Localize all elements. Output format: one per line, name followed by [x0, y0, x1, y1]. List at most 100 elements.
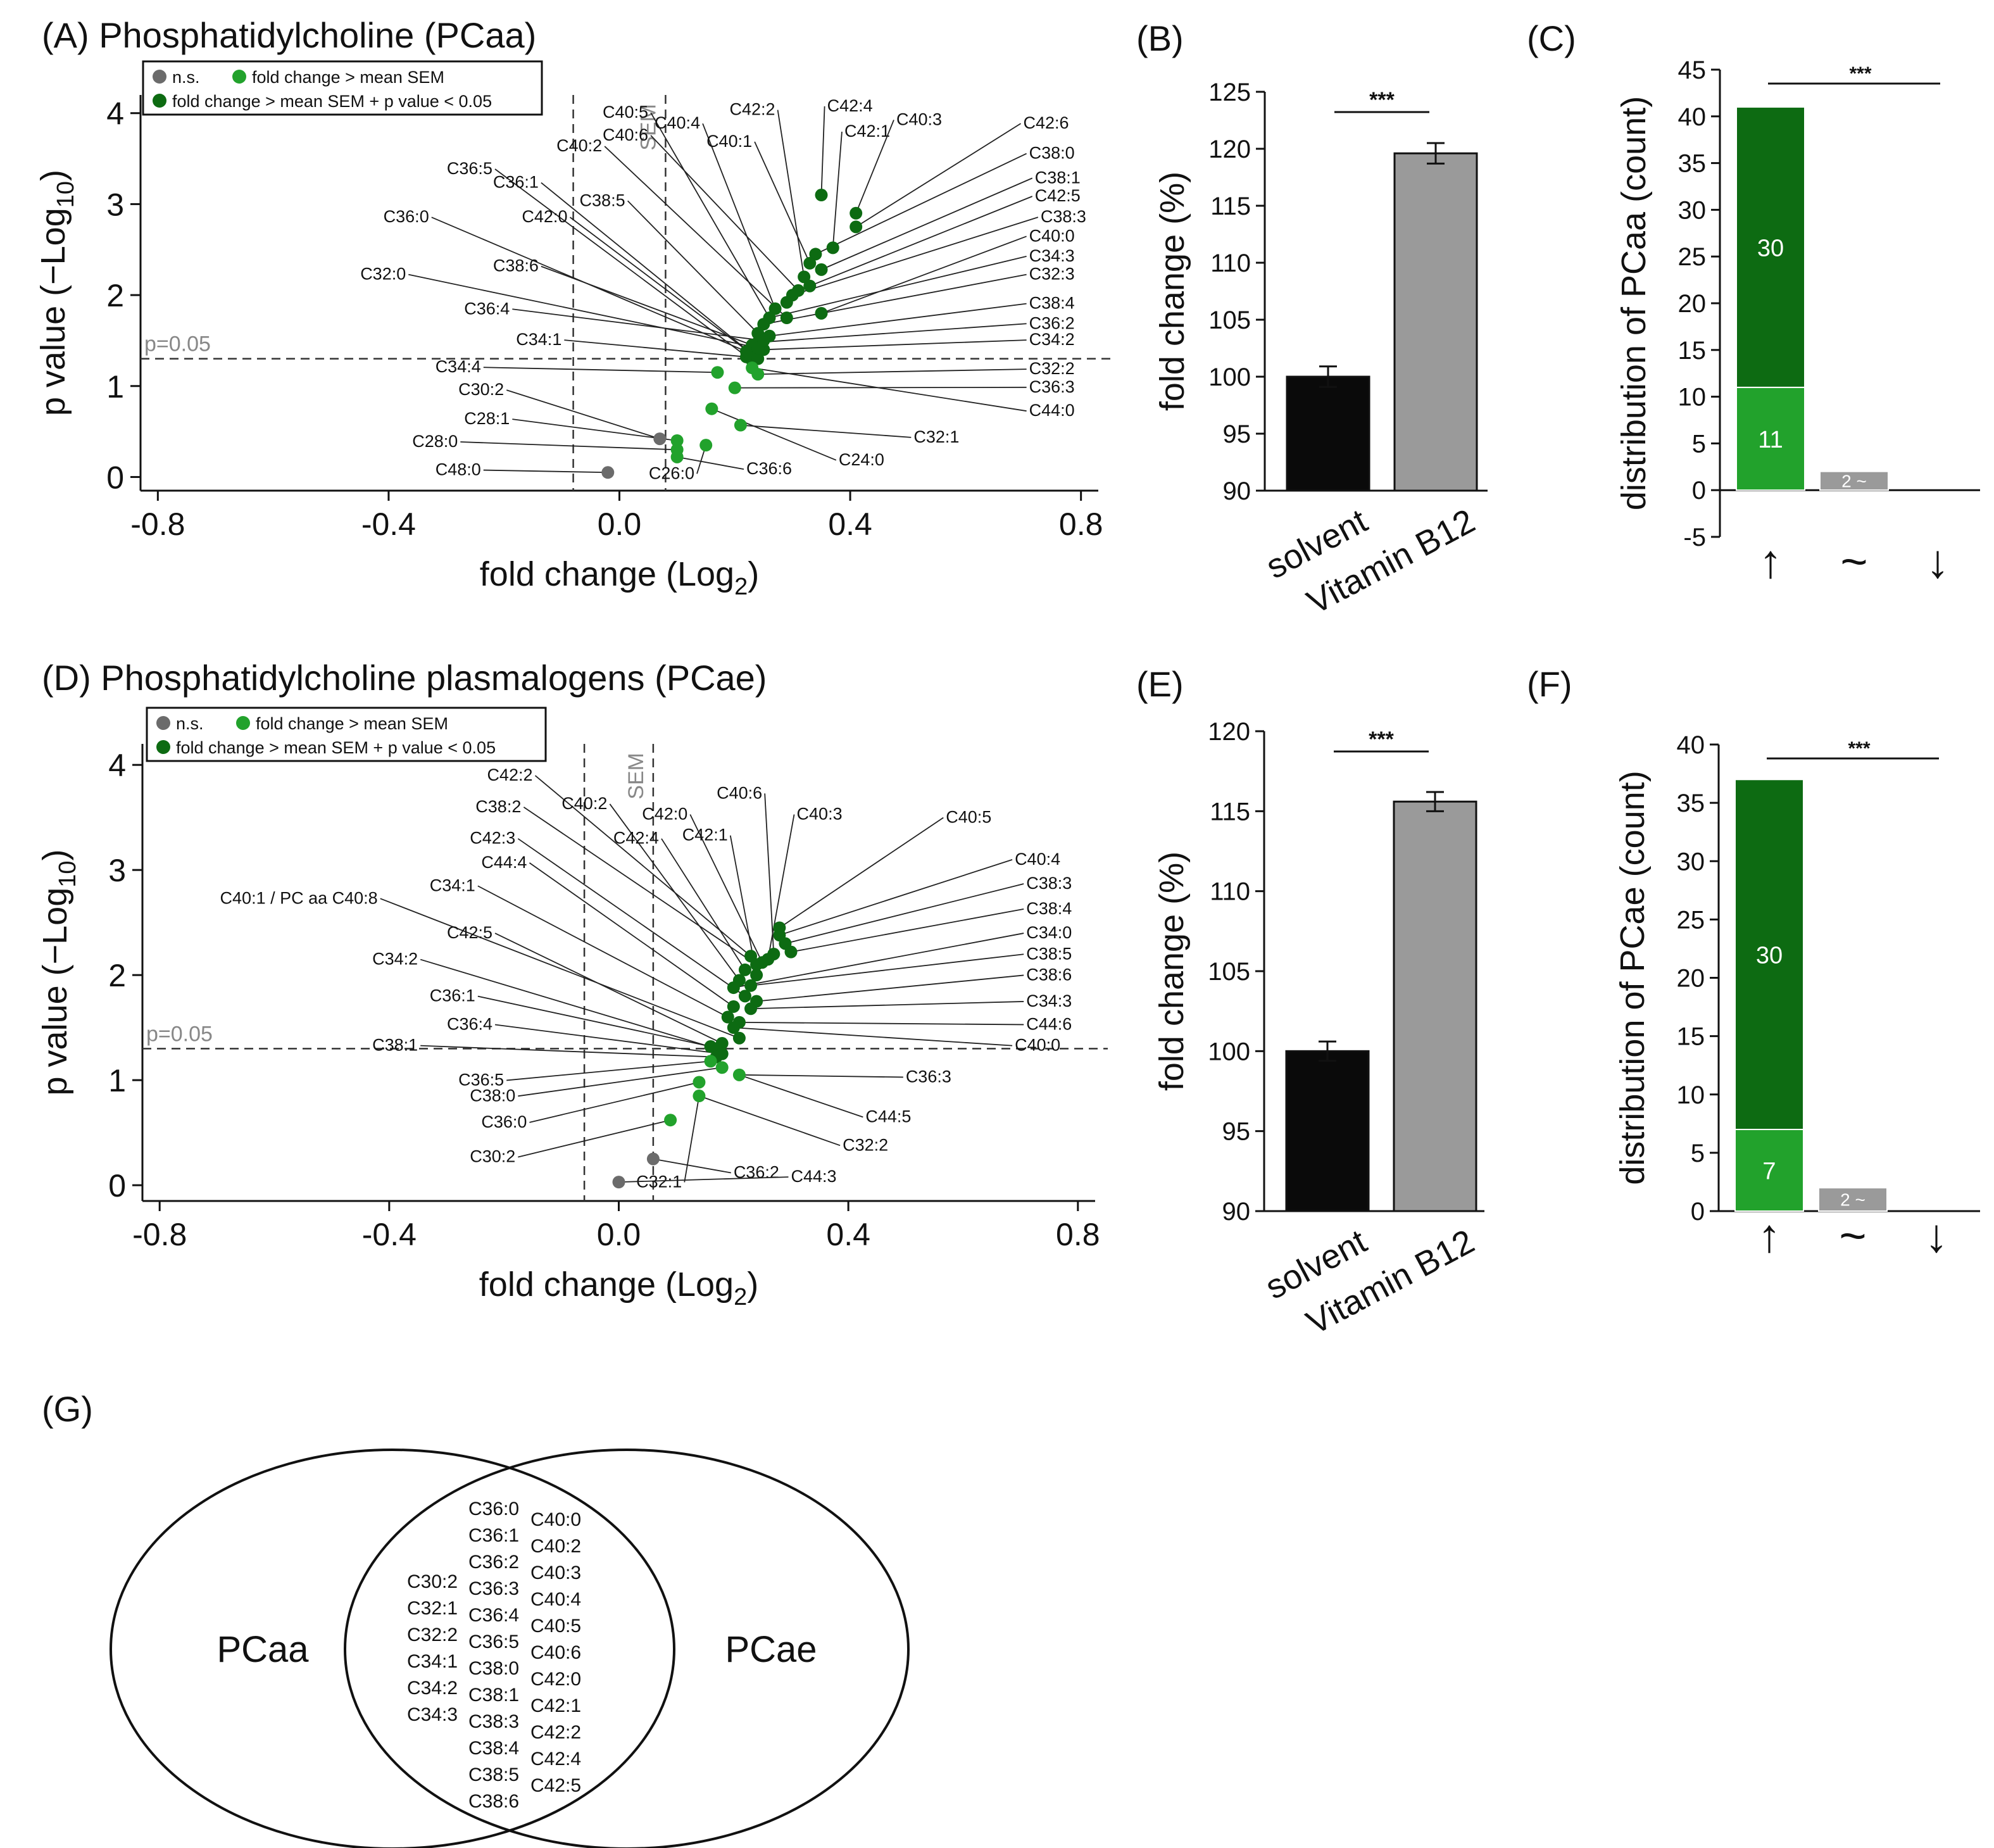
leader-line	[767, 814, 795, 960]
leader-line	[820, 106, 825, 196]
data-point	[809, 248, 822, 261]
leader-line	[699, 1095, 841, 1147]
bar-segment-label: 2 ~	[1840, 1190, 1865, 1210]
point-label: C40:6	[603, 125, 648, 144]
y-tick-label: 5	[1691, 1140, 1705, 1167]
data-point	[744, 979, 758, 992]
y-tick-label: 35	[1677, 789, 1705, 817]
y-axis-label: p value (−Log10)	[34, 170, 79, 416]
point-label: C34:3	[1029, 246, 1075, 265]
data-point	[738, 990, 751, 1003]
point-label: C36:3	[1029, 377, 1075, 396]
point-label: C44:4	[481, 853, 527, 872]
panel-title: (E)	[1136, 664, 1184, 704]
leader-line	[689, 814, 763, 963]
point-label: C40:1	[706, 132, 752, 151]
legend-light-label: fold change > mean SEM	[256, 714, 448, 733]
bar-segment	[1736, 106, 1805, 388]
data-point	[670, 450, 684, 463]
point-label: C38:1	[372, 1036, 418, 1055]
point-label: C40:5	[603, 103, 648, 122]
data-point	[727, 981, 740, 995]
legend-ns-label: n.s.	[176, 714, 204, 733]
data-point	[757, 318, 770, 331]
y-tick-label: 120	[1208, 718, 1250, 746]
venn-set-label: PCae	[725, 1629, 817, 1670]
leader-line	[779, 817, 944, 929]
y-tick-label: 40	[1677, 731, 1705, 759]
leader-line	[855, 120, 894, 214]
y-axis-label-end: )	[36, 849, 74, 860]
venn-circle-pcae	[344, 1449, 910, 1848]
venn-intersection-item: C32:2	[407, 1625, 458, 1645]
data-point	[699, 439, 713, 452]
point-label: C40:1 / PC aa C40:8	[220, 888, 378, 907]
venn-intersection-item: C38:5	[468, 1764, 519, 1785]
bar	[1393, 800, 1477, 1212]
venn-intersection-item: C36:3	[468, 1578, 519, 1599]
x-axis-label-end: )	[747, 1266, 758, 1304]
y-tick-label: -5	[1683, 524, 1706, 551]
venn-intersection-item: C42:5	[530, 1775, 581, 1796]
bar	[1393, 152, 1478, 492]
bar-segment-label: 30	[1757, 235, 1784, 261]
leader-line	[763, 273, 1027, 325]
point-label: C42:5	[447, 923, 492, 942]
data-point	[750, 969, 763, 982]
leader-line	[483, 367, 718, 374]
leader-line	[661, 838, 746, 971]
legend-light-dot	[236, 716, 250, 730]
y-tick-label: 25	[1677, 906, 1705, 934]
data-point	[715, 1061, 729, 1074]
y-tick-label: 15	[1677, 1023, 1705, 1051]
leader-line	[779, 859, 1013, 936]
data-point	[850, 220, 863, 234]
leader-line	[627, 200, 758, 334]
venn-intersection-item: C38:0	[468, 1658, 519, 1679]
leader-line	[541, 265, 753, 346]
panel-c-distribution-pcaa: (C) -5 0 5 10 15 20 25 30 35 40 45 distribution of P…	[1527, 18, 1980, 588]
leader-line	[832, 132, 843, 248]
point-label: C36:5	[447, 159, 492, 178]
panel-d-volcano-pcae: (D) Phosphatidylcholine plasmalogens (PC…	[36, 658, 1108, 1311]
x-axis-label: fold change (Log2)	[480, 555, 759, 600]
venn-intersection-item: C34:2	[407, 1678, 458, 1699]
point-label: C42:5	[1035, 186, 1081, 205]
leader-line	[477, 995, 711, 1047]
data-point	[751, 352, 765, 365]
leader-line	[653, 1158, 731, 1174]
point-label: C38:6	[1026, 965, 1072, 984]
venn-intersection-item: C30:2	[407, 1571, 458, 1592]
point-label: C42:4	[827, 96, 873, 115]
leader-line	[702, 123, 776, 309]
y-tick-label: 15	[1678, 337, 1707, 365]
venn-intersection-item: C42:1	[530, 1695, 581, 1716]
y-tick-label: 115	[1210, 192, 1251, 220]
leader-line	[529, 1081, 699, 1123]
legend: n.s. fold change > mean SEM fold change > …	[146, 707, 547, 762]
panel-g-venn: (G) PCaa PCae C30:2 C32:1 C32:2 C34:1 C34:2 C34:…	[42, 1389, 910, 1848]
y-axis-label: fold change (%)	[1153, 172, 1191, 411]
venn-intersection-item: C42:0	[530, 1669, 581, 1690]
point-label: C38:0	[470, 1086, 515, 1105]
x-tick-label: -0.8	[130, 506, 185, 542]
point-label: C34:3	[1026, 991, 1072, 1010]
y-tick-label: 20	[1677, 965, 1705, 993]
y-tick-label: 105	[1208, 306, 1251, 334]
point-label: C38:4	[1026, 899, 1072, 918]
y-tick-label: 20	[1678, 290, 1707, 318]
venn-intersection-item: C32:1	[407, 1598, 458, 1619]
leader-line	[494, 1024, 722, 1055]
panel-title: (G)	[42, 1389, 93, 1429]
y-tick-label: 125	[1208, 79, 1251, 106]
y-tick-label: 95	[1223, 420, 1251, 448]
point-label: C42:4	[613, 829, 659, 848]
y-tick-label: 0	[1692, 477, 1706, 505]
data-point	[850, 206, 863, 220]
data-point	[738, 963, 751, 976]
point-label: C32:3	[1029, 265, 1075, 284]
x-tick-label: 0.8	[1056, 1217, 1100, 1252]
point-label: C34:0	[1026, 923, 1072, 942]
leader-line	[408, 273, 758, 349]
